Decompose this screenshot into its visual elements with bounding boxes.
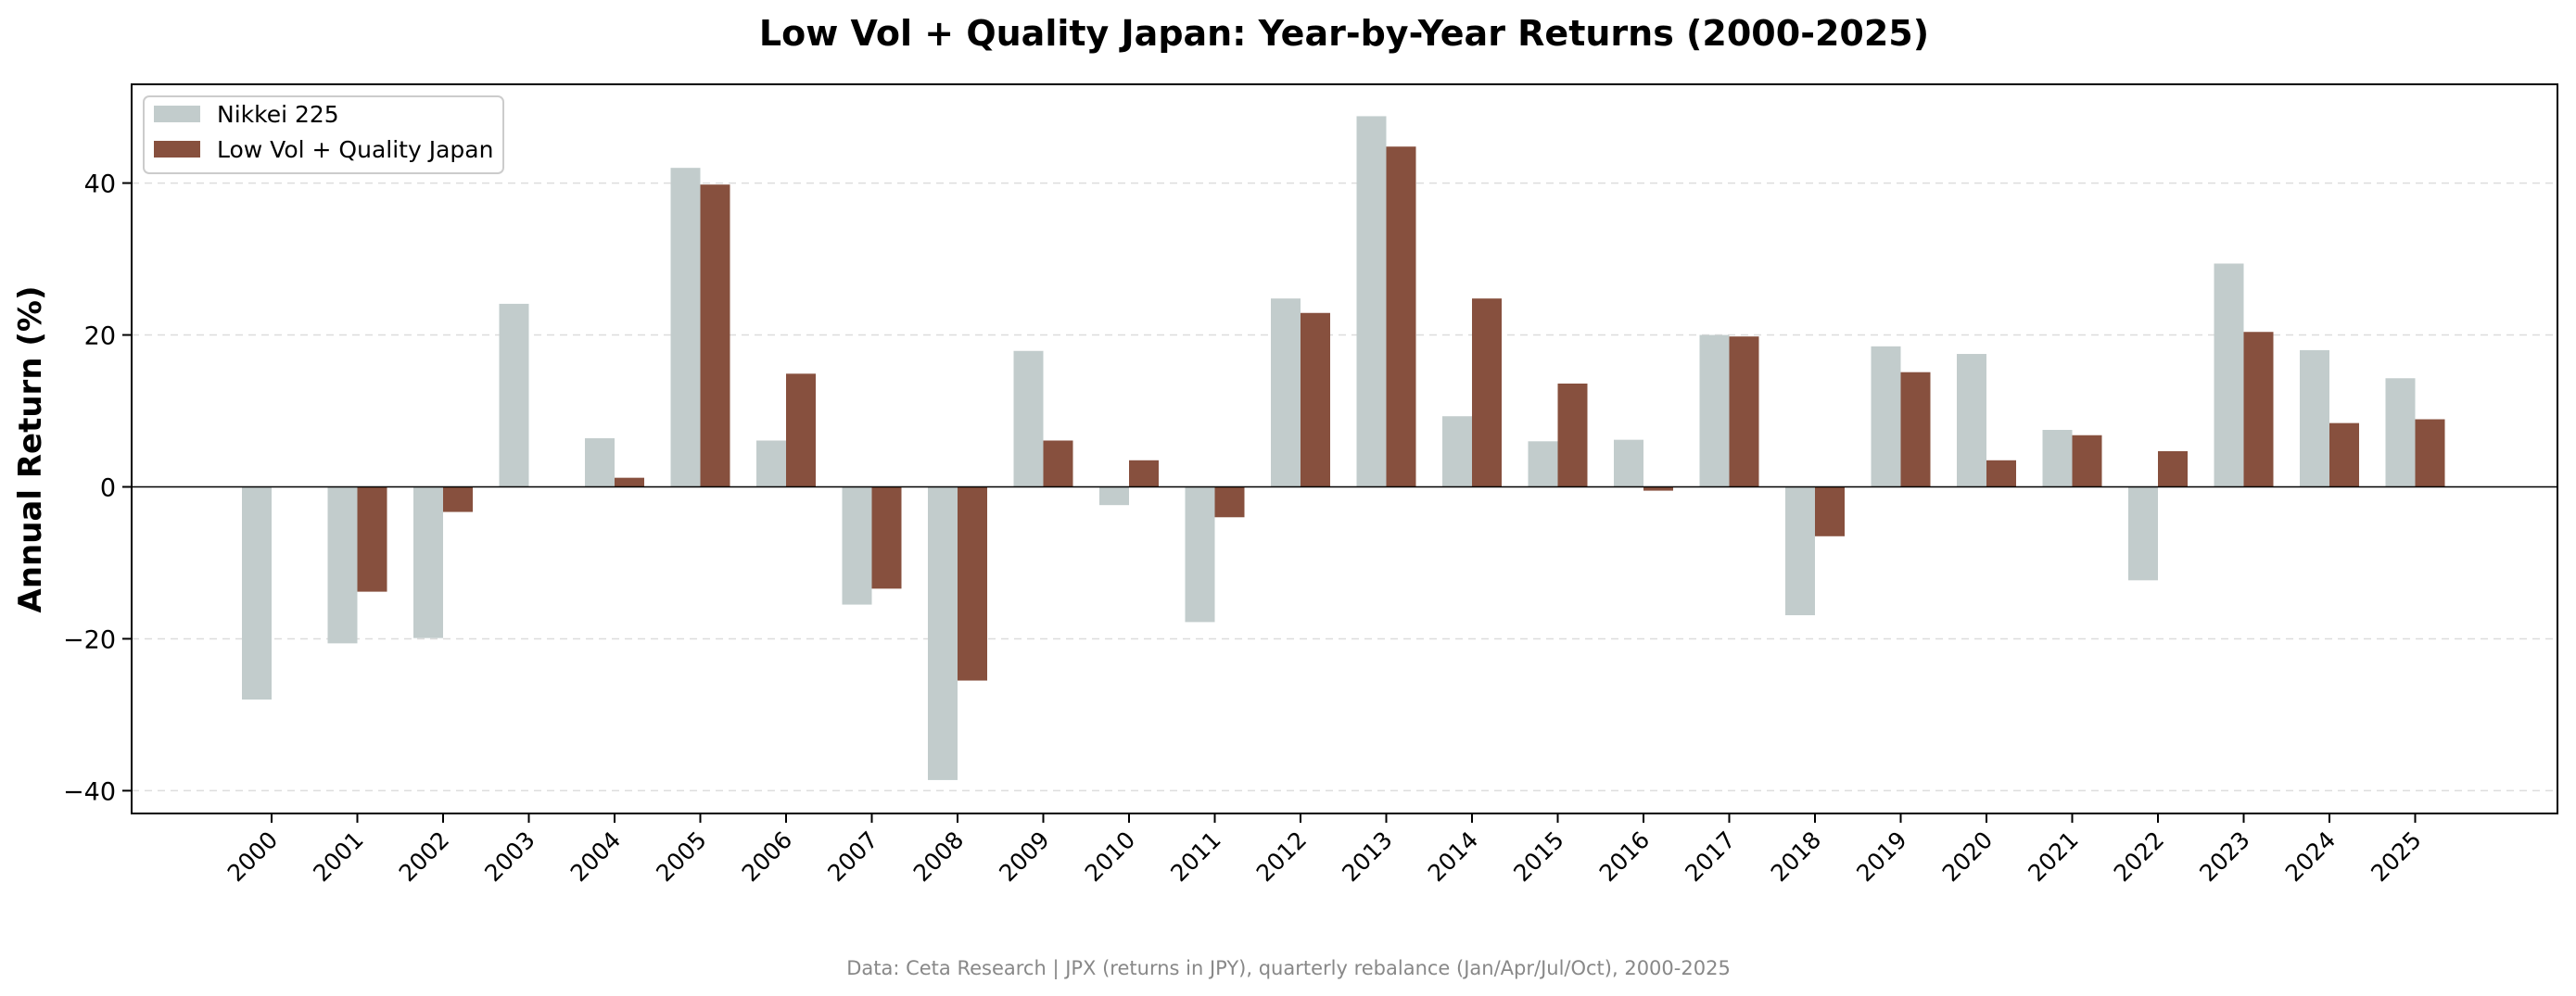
bar-nikkei-2002 <box>413 486 443 638</box>
x-tick-label: 2000 <box>222 826 283 887</box>
x-tick-label: 2023 <box>2194 826 2254 887</box>
plot-area-frame <box>131 83 2558 814</box>
bar-low-vol-quality-2014 <box>1472 298 1502 487</box>
grid-lines <box>132 182 2557 792</box>
y-tick-label: −20 <box>63 625 116 654</box>
legend-label-nikkei: Nikkei 225 <box>217 101 339 128</box>
bars <box>242 116 2445 780</box>
bar-nikkei-2004 <box>585 438 615 487</box>
bar-nikkei-2013 <box>1356 116 1387 487</box>
chart-title: Low Vol + Quality Japan: Year-by-Year Re… <box>759 13 1929 54</box>
y-tick-label: −40 <box>63 777 116 806</box>
legend-label-low-vol-quality: Low Vol + Quality Japan <box>217 136 493 163</box>
bar-low-vol-quality-2017 <box>1729 336 1759 487</box>
bar-low-vol-quality-2005 <box>700 184 730 487</box>
x-tick-label: 2021 <box>2023 826 2083 887</box>
x-axis-ticks: 2000 2001 2002 2003 2004 2005 2006 2007 2008 2009… <box>222 813 2427 887</box>
x-tick-label: 2025 <box>2366 826 2426 887</box>
bar-nikkei-2021 <box>2042 430 2073 487</box>
x-tick-label: 2014 <box>1423 826 1483 887</box>
x-tick-label: 2011 <box>1165 826 1225 887</box>
x-tick-label: 2015 <box>1508 826 1568 887</box>
x-tick-label: 2017 <box>1680 826 1740 887</box>
bar-low-vol-quality-2021 <box>2072 435 2102 487</box>
legend-swatch-low-vol-quality <box>154 141 200 158</box>
bar-nikkei-2006 <box>756 440 786 487</box>
bar-nikkei-2011 <box>1185 486 1215 623</box>
bar-low-vol-quality-2019 <box>1900 372 1931 487</box>
legend-swatch-nikkei <box>154 106 200 122</box>
y-axis-label: Annual Return (%) <box>12 285 49 612</box>
bar-nikkei-2015 <box>1528 441 1558 487</box>
bar-low-vol-quality-2009 <box>1043 440 1073 487</box>
bar-low-vol-quality-2023 <box>2243 332 2274 487</box>
bar-low-vol-quality-2025 <box>2415 419 2445 487</box>
x-tick-label: 2013 <box>1337 826 1397 887</box>
bar-low-vol-quality-2013 <box>1386 146 1416 487</box>
y-tick-label: 20 <box>84 322 116 351</box>
y-tick-label: 40 <box>84 170 116 199</box>
x-tick-label: 2008 <box>908 826 969 887</box>
bar-nikkei-2017 <box>1699 334 1730 487</box>
footnote: Data: Ceta Research | JPX (returns in JP… <box>846 957 1731 980</box>
x-tick-label: 2004 <box>565 826 626 887</box>
bar-low-vol-quality-2020 <box>1986 460 2016 487</box>
x-tick-label: 2007 <box>822 826 882 887</box>
bar-low-vol-quality-2008 <box>958 486 987 681</box>
bar-low-vol-quality-2004 <box>615 477 644 487</box>
x-tick-label: 2009 <box>994 826 1054 887</box>
x-tick-label: 2010 <box>1080 826 1140 887</box>
x-tick-label: 2019 <box>1851 826 1911 887</box>
bar-nikkei-2007 <box>842 486 872 605</box>
bar-nikkei-2025 <box>2385 378 2416 487</box>
bar-nikkei-2022 <box>2128 486 2158 581</box>
x-tick-label: 2018 <box>1766 826 1826 887</box>
bar-low-vol-quality-2007 <box>871 486 902 589</box>
bar-nikkei-2016 <box>1614 439 1643 487</box>
bar-low-vol-quality-2018 <box>1815 486 1845 536</box>
x-tick-label: 2006 <box>737 826 797 887</box>
bar-nikkei-2019 <box>1871 346 1901 487</box>
bar-nikkei-2005 <box>670 168 701 487</box>
bar-low-vol-quality-2024 <box>2329 422 2359 487</box>
bar-nikkei-2009 <box>1013 350 1044 487</box>
bar-low-vol-quality-2010 <box>1129 460 1159 487</box>
bar-nikkei-2008 <box>928 486 958 780</box>
x-tick-label: 2024 <box>2280 826 2341 887</box>
bar-nikkei-2014 <box>1442 416 1472 487</box>
bar-nikkei-2018 <box>1785 486 1815 616</box>
y-tick-label: 0 <box>100 473 116 502</box>
bar-low-vol-quality-2011 <box>1214 486 1245 518</box>
x-tick-label: 2016 <box>1594 826 1655 887</box>
bar-nikkei-2003 <box>499 303 529 487</box>
bar-nikkei-2012 <box>1271 298 1301 487</box>
bar-low-vol-quality-2006 <box>786 373 816 487</box>
legend-box <box>143 95 504 174</box>
bar-low-vol-quality-2016 <box>1643 486 1673 491</box>
y-axis-ticks: −40 −20 0 20 40 <box>63 170 132 806</box>
x-tick-label: 2003 <box>479 826 539 887</box>
bar-low-vol-quality-2022 <box>2158 450 2188 487</box>
x-tick-label: 2002 <box>394 826 454 887</box>
x-tick-label: 2012 <box>1251 826 1312 887</box>
x-tick-label: 2020 <box>1937 826 1998 887</box>
x-tick-label: 2005 <box>651 826 711 887</box>
bar-nikkei-2024 <box>2300 349 2329 487</box>
bar-low-vol-quality-2002 <box>443 486 473 512</box>
legend: Nikkei 225 Low Vol + Quality Japan <box>143 95 504 174</box>
bar-nikkei-2000 <box>242 486 272 700</box>
bar-nikkei-2023 <box>2214 263 2244 487</box>
bar-nikkei-2020 <box>1957 354 1986 487</box>
bar-low-vol-quality-2015 <box>1557 383 1588 487</box>
x-tick-label: 2001 <box>308 826 368 887</box>
bar-nikkei-2010 <box>1099 486 1129 506</box>
bar-low-vol-quality-2012 <box>1301 312 1330 487</box>
bar-low-vol-quality-2001 <box>357 486 387 592</box>
bar-nikkei-2001 <box>327 486 358 644</box>
x-tick-label: 2022 <box>2109 826 2169 887</box>
